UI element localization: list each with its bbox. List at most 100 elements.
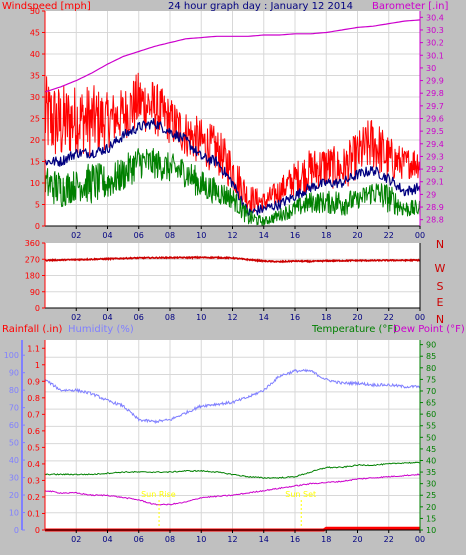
- humidity-tick-label: 80: [9, 386, 19, 395]
- rain-x-tick-label: 08: [165, 535, 175, 544]
- direction-x-tick-label: 08: [165, 313, 175, 322]
- humidity-tick-label: 10: [9, 509, 19, 518]
- rain-x-tick-label: 18: [321, 535, 331, 544]
- direction-x-tick-label: 10: [196, 313, 206, 322]
- rain-x-tick-label: 02: [71, 535, 81, 544]
- windspeed-tick-label: 50: [30, 7, 40, 16]
- wind-x-tick-label: 04: [102, 231, 112, 240]
- wind-barometer-panel: 02 04 06 08 10 12 14 16 18 20 22 000510152025303540…: [2, 1, 448, 240]
- windspeed-tick-label: 40: [30, 50, 40, 59]
- barometer-tick-label: 30.1: [426, 51, 444, 60]
- direction-tick-label: 270: [25, 255, 40, 264]
- rainfall-tick-label: 0.7: [27, 410, 40, 419]
- series-line: [44, 72, 421, 213]
- temperature-tick-label: 85: [426, 352, 436, 361]
- windspeed-axis-label: Windspeed [mph]: [2, 1, 91, 12]
- barometer-tick-label: 30.4: [426, 13, 444, 22]
- series-line: [44, 148, 421, 227]
- barometer-tick-label: 29.8: [426, 89, 444, 98]
- barometer-tick-label: 29.5: [426, 127, 444, 136]
- temperature-tick-label: 90: [426, 341, 436, 350]
- direction-x-tick-label: 22: [384, 313, 394, 322]
- rain-x-tick-label: 16: [290, 535, 300, 544]
- dewpoint-axis-label: Dew Point (°F): [393, 324, 465, 335]
- temperature-tick-label: 50: [426, 433, 436, 442]
- temperature-tick-label: 55: [426, 422, 436, 431]
- sun-events: Sun Rise Sun Set: [141, 490, 316, 528]
- direction-x-tick-label: 06: [134, 313, 144, 322]
- rainfall-tick-label: 1: [35, 361, 40, 370]
- rainfall-tick-label: 0.3: [27, 476, 40, 485]
- temperature-tick-label: 65: [426, 399, 436, 408]
- direction-grid: [45, 243, 421, 308]
- compass-label: W: [435, 262, 446, 275]
- direction-x-tick-label: 14: [259, 313, 269, 322]
- humidity-tick-label: 50: [9, 439, 19, 448]
- barometer-axis-label: Barometer [.in]: [372, 1, 448, 12]
- sunset-label: Sun Set: [285, 490, 316, 499]
- temperature-tick-label: 35: [426, 468, 436, 477]
- rainfall-tick-label: 0.9: [27, 377, 40, 386]
- barometer-tick-label: 29: [426, 190, 436, 199]
- wind-x-tick-label: 16: [290, 231, 300, 240]
- rain-axes: 02 04 06 08 10 12 14 16 18 20 22 0000.10.20.30.40.5…: [4, 340, 436, 544]
- series-line: [44, 19, 421, 93]
- barometer-tick-label: 29.3: [426, 152, 444, 161]
- direction-x-tick-label: 00: [415, 313, 425, 322]
- direction-x-tick-label: 20: [352, 313, 362, 322]
- wind-x-tick-label: 12: [227, 231, 237, 240]
- windspeed-tick-label: 30: [30, 93, 40, 102]
- rain-x-tick-label: 22: [384, 535, 394, 544]
- rainfall-tick-label: 1.1: [27, 344, 40, 353]
- humidity-tick-label: 30: [9, 474, 19, 483]
- wind-x-tick-label: 00: [415, 231, 425, 240]
- windspeed-tick-label: 5: [35, 201, 40, 210]
- barometer-tick-label: 29.2: [426, 165, 444, 174]
- wind-x-tick-label: 18: [321, 231, 331, 240]
- series-line: [44, 473, 421, 506]
- direction-series: [44, 255, 420, 264]
- rainfall-tick-label: 0.1: [27, 509, 40, 518]
- series-line: [44, 368, 421, 425]
- series-line: [44, 461, 421, 480]
- rain-humidity-temperature-panel: Rainfall (.in) Humidity (%) Temperature …: [2, 324, 465, 544]
- rain-x-tick-label: 04: [102, 535, 112, 544]
- windspeed-tick-label: 25: [30, 115, 40, 124]
- temperature-tick-label: 40: [426, 456, 436, 465]
- direction-tick-label: 360: [25, 239, 40, 248]
- temperature-tick-label: 75: [426, 375, 436, 384]
- windspeed-tick-label: 10: [30, 179, 40, 188]
- humidity-tick-label: 90: [9, 369, 19, 378]
- barometer-tick-label: 30.3: [426, 26, 444, 35]
- barometer-tick-label: 28.9: [426, 203, 444, 212]
- wind-x-tick-label: 08: [165, 231, 175, 240]
- wind-x-tick-label: 06: [134, 231, 144, 240]
- temperature-tick-label: 15: [426, 514, 436, 523]
- temperature-tick-label: 25: [426, 491, 436, 500]
- rainfall-axis-label: Rainfall (.in): [2, 324, 63, 335]
- sunrise-label: Sun Rise: [141, 490, 176, 499]
- series-line: [44, 118, 421, 217]
- compass-label: N: [436, 313, 444, 326]
- humidity-tick-label: 60: [9, 421, 19, 430]
- windspeed-tick-label: 35: [30, 72, 40, 81]
- humidity-tick-label: 100: [4, 351, 19, 360]
- rainfall-tick-label: 0.6: [27, 427, 40, 436]
- rain-x-tick-label: 06: [134, 535, 144, 544]
- windspeed-tick-label: 15: [30, 158, 40, 167]
- barometer-tick-label: 30.2: [426, 39, 444, 48]
- temperature-tick-label: 70: [426, 387, 436, 396]
- barometer-tick-label: 29.9: [426, 77, 444, 86]
- series-line: [44, 255, 420, 264]
- direction-tick-label: 180: [25, 272, 40, 281]
- barometer-tick-label: 29.4: [426, 140, 444, 149]
- direction-tick-label: 0: [35, 304, 40, 313]
- temperature-tick-label: 80: [426, 364, 436, 373]
- rainfall-tick-label: 0: [35, 526, 40, 535]
- wind-x-tick-label: 22: [384, 231, 394, 240]
- wind-axes: 02 04 06 08 10 12 14 16 18 20 22 000510152025303540…: [30, 7, 444, 240]
- barometer-tick-label: 28.8: [426, 216, 444, 225]
